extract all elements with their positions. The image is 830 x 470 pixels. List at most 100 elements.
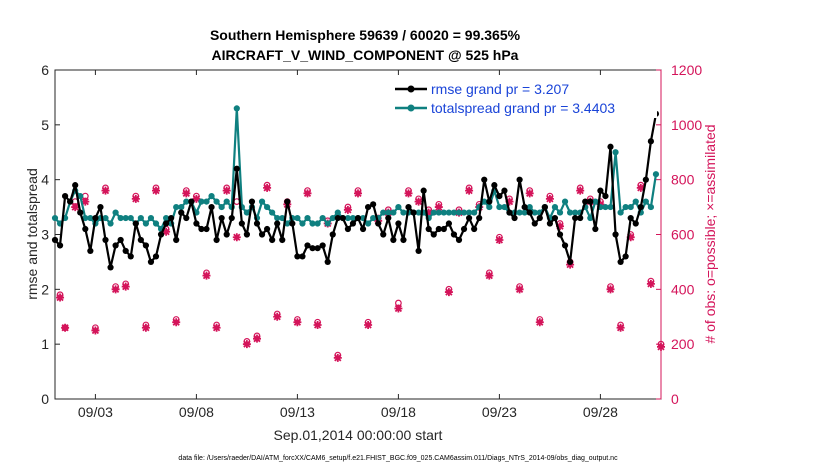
point-rmse bbox=[112, 242, 119, 249]
y-tick-label: 3 bbox=[41, 227, 49, 243]
point-rmse bbox=[289, 220, 296, 227]
y2-tick-label: 1200 bbox=[671, 62, 702, 78]
point-totalspread bbox=[304, 214, 311, 222]
point-totalspread bbox=[329, 214, 336, 222]
point-rmse bbox=[476, 214, 483, 222]
y-tick-label: 1 bbox=[41, 336, 49, 352]
point-rmse bbox=[188, 198, 195, 205]
point-totalspread bbox=[496, 203, 503, 211]
point-rmse bbox=[435, 225, 442, 233]
point-rmse bbox=[248, 198, 256, 205]
point-totalspread bbox=[299, 220, 306, 227]
y2-tick-label: 200 bbox=[671, 336, 695, 352]
point-totalspread bbox=[385, 209, 392, 216]
point-rmse bbox=[334, 214, 341, 222]
point-totalspread bbox=[607, 203, 614, 211]
point-totalspread bbox=[208, 193, 215, 200]
point-rmse bbox=[450, 231, 458, 238]
point-rmse bbox=[551, 214, 559, 222]
point-totalspread bbox=[137, 214, 144, 222]
obs-assimilated-marker bbox=[333, 353, 342, 362]
point-rmse bbox=[536, 214, 543, 222]
point-rmse bbox=[228, 214, 235, 222]
point-rmse bbox=[622, 253, 629, 260]
point-rmse bbox=[183, 214, 190, 222]
obs-assimilated-marker bbox=[657, 342, 665, 351]
obs-assimilated-marker bbox=[485, 271, 494, 280]
point-totalspread bbox=[430, 209, 437, 216]
point-rmse bbox=[460, 225, 468, 233]
point-totalspread bbox=[415, 209, 422, 216]
point-totalspread bbox=[51, 214, 59, 222]
point-totalspread bbox=[455, 209, 463, 216]
obs-assimilated-marker bbox=[313, 320, 322, 329]
point-rmse bbox=[602, 193, 609, 200]
point-totalspread bbox=[319, 214, 326, 222]
point-totalspread bbox=[445, 209, 452, 216]
point-totalspread bbox=[127, 214, 134, 222]
point-totalspread bbox=[567, 209, 574, 216]
obs-assimilated-marker bbox=[444, 288, 453, 297]
point-rmse bbox=[592, 225, 599, 233]
obs-assimilated-marker bbox=[364, 320, 373, 329]
point-rmse bbox=[370, 201, 377, 208]
point-totalspread bbox=[163, 214, 170, 222]
point-rmse bbox=[415, 247, 422, 255]
legend-label-rmse: rmse grand pr = 3.207 bbox=[431, 81, 569, 97]
point-totalspread bbox=[395, 203, 402, 211]
point-rmse bbox=[51, 236, 59, 244]
point-rmse bbox=[284, 198, 291, 205]
point-rmse bbox=[173, 236, 180, 244]
point-rmse bbox=[455, 236, 463, 244]
y2-tick-label: 1000 bbox=[671, 117, 702, 133]
point-rmse bbox=[62, 193, 69, 200]
point-rmse bbox=[193, 220, 200, 227]
point-totalspread bbox=[173, 203, 180, 211]
series-lines bbox=[51, 105, 660, 271]
point-rmse bbox=[395, 220, 402, 227]
point-totalspread bbox=[213, 198, 220, 205]
obs-assimilated-marker bbox=[576, 186, 585, 195]
x-tick-label: 09/18 bbox=[381, 404, 416, 420]
point-totalspread bbox=[652, 171, 660, 178]
point-totalspread bbox=[77, 193, 84, 200]
point-totalspread bbox=[203, 198, 210, 205]
point-rmse bbox=[400, 236, 407, 244]
point-rmse bbox=[556, 231, 564, 238]
obs-assimilated-marker bbox=[101, 186, 110, 195]
legend-label-totalspread: totalspread grand pr = 3.4403 bbox=[431, 100, 615, 116]
obs-assimilated-marker bbox=[152, 186, 160, 195]
obs-assimilated-marker bbox=[525, 189, 534, 198]
point-totalspread bbox=[460, 209, 468, 216]
point-totalspread bbox=[324, 220, 331, 227]
point-rmse bbox=[87, 247, 94, 255]
y-tick-label: 6 bbox=[41, 62, 49, 78]
obs-assimilated-marker bbox=[172, 318, 181, 327]
point-rmse bbox=[572, 214, 579, 222]
obs-assimilated-marker bbox=[293, 318, 302, 327]
point-rmse bbox=[132, 220, 139, 227]
x-axis-label: Sep.01,2014 00:00:00 start bbox=[274, 427, 443, 443]
point-totalspread bbox=[142, 220, 149, 227]
point-rmse bbox=[445, 220, 452, 227]
point-rmse bbox=[203, 225, 210, 233]
y-tick-label: 5 bbox=[41, 117, 49, 133]
y2-axis-label: # of obs: o=possible; ×=assimilated bbox=[702, 124, 718, 343]
point-totalspread bbox=[274, 214, 281, 222]
point-rmse bbox=[218, 214, 225, 222]
point-rmse bbox=[329, 231, 336, 238]
y2-tick-label: 400 bbox=[671, 281, 695, 297]
obs-assimilated-marker bbox=[273, 312, 282, 321]
point-totalspread bbox=[526, 203, 533, 211]
point-totalspread bbox=[612, 149, 619, 156]
point-totalspread bbox=[218, 203, 225, 211]
point-totalspread bbox=[466, 209, 473, 216]
y-tick-label: 0 bbox=[41, 391, 49, 407]
point-totalspread bbox=[198, 198, 205, 205]
point-totalspread bbox=[314, 220, 321, 227]
point-rmse bbox=[294, 253, 301, 260]
point-rmse bbox=[390, 236, 397, 244]
point-rmse bbox=[430, 231, 437, 238]
obs-assimilated-marker bbox=[303, 189, 312, 198]
point-rmse bbox=[213, 236, 220, 244]
